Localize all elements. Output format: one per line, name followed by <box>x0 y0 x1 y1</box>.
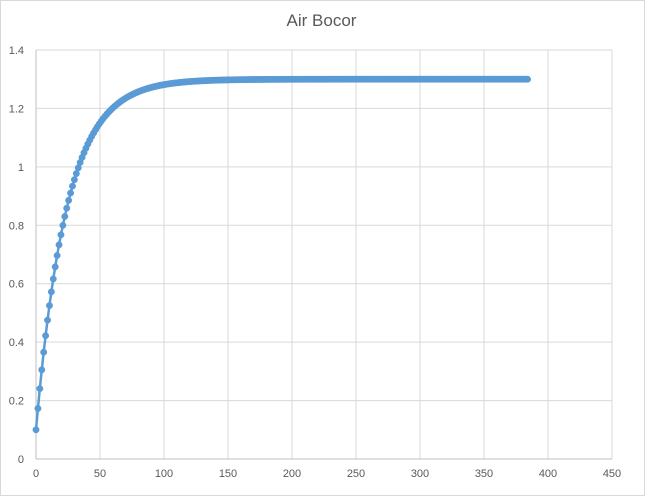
x-tick-label: 100 <box>155 468 173 480</box>
data-point <box>32 426 40 434</box>
y-tick-label: 0.6 <box>9 279 24 291</box>
data-point <box>49 275 57 283</box>
data-point <box>72 170 80 178</box>
y-tick-label: 0.4 <box>9 337 24 349</box>
data-point <box>42 332 50 340</box>
data-point <box>57 231 65 239</box>
data-point <box>61 213 69 220</box>
data-point <box>70 176 78 184</box>
data-point <box>65 196 73 204</box>
y-tick-label: 1 <box>18 162 24 174</box>
series-line <box>34 77 528 430</box>
x-tick-label: 150 <box>219 468 237 480</box>
data-point <box>44 316 51 324</box>
x-tick-label: 0 <box>33 468 39 480</box>
x-tick-label: 350 <box>475 468 493 480</box>
y-tick-label: 1.2 <box>9 103 24 115</box>
y-tick-label: 1.4 <box>9 45 24 57</box>
x-tick-label: 250 <box>347 468 365 480</box>
data-point <box>36 385 44 393</box>
x-tick-label: 50 <box>94 468 106 480</box>
data-point <box>45 302 53 310</box>
gridlines <box>36 49 613 459</box>
y-tick-label: 0.2 <box>9 396 24 408</box>
data-point <box>55 241 63 249</box>
y-tick-label: 0 <box>18 454 24 466</box>
data-point <box>34 405 42 412</box>
y-tick-label: 0.8 <box>9 220 24 232</box>
x-tick-label: 300 <box>411 468 429 480</box>
axes <box>35 50 612 460</box>
data-point <box>47 288 55 296</box>
data-point <box>63 204 71 212</box>
data-point <box>38 366 46 374</box>
x-tick-label: 450 <box>603 468 621 480</box>
chart-title: Air Bocor <box>286 11 357 30</box>
data-series <box>32 75 531 434</box>
data-point <box>67 189 75 197</box>
x-axis-ticks: 0 50 100 150 200 250 300 350 400 450 <box>33 468 621 480</box>
data-point <box>51 263 59 271</box>
y-axis-ticks: 0 0.2 0.4 0.6 0.8 1 1.2 1.4 <box>9 45 24 466</box>
x-tick-label: 400 <box>539 468 557 480</box>
data-point <box>40 348 48 356</box>
x-tick-label: 200 <box>283 468 301 480</box>
data-point <box>524 75 531 83</box>
data-point <box>53 252 61 259</box>
data-point <box>69 182 76 190</box>
data-point <box>59 221 67 229</box>
